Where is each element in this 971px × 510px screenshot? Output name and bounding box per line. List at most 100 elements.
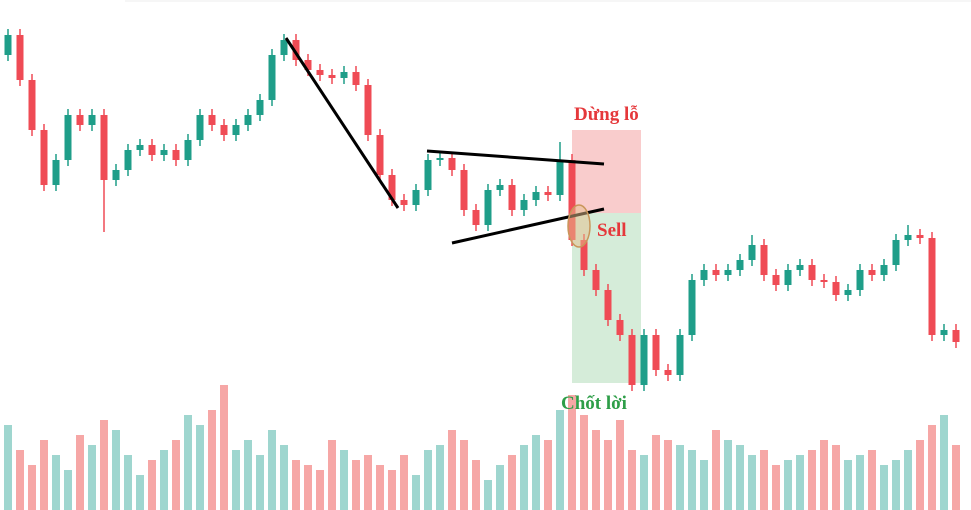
candle-body xyxy=(436,158,444,160)
candle-body xyxy=(832,282,840,295)
candle-body xyxy=(532,192,540,200)
candle-body xyxy=(28,80,36,130)
volume-bar xyxy=(28,465,36,510)
candle-body xyxy=(244,115,252,125)
candle-body xyxy=(376,135,384,175)
candle-body xyxy=(388,175,396,200)
candle-body xyxy=(868,270,876,275)
candle-body xyxy=(124,150,132,170)
candle-body xyxy=(880,265,888,275)
volume-bar xyxy=(868,450,876,510)
stop-loss-label: Dừng lỗ xyxy=(574,104,639,125)
candle-body xyxy=(64,115,72,160)
volume-bar xyxy=(640,455,648,510)
candle-body xyxy=(160,150,168,155)
candle-body xyxy=(100,115,108,180)
candle-body xyxy=(52,160,60,185)
volume-bar xyxy=(316,470,324,510)
candle-body xyxy=(412,190,420,205)
candle-body xyxy=(148,145,156,155)
volume-bar xyxy=(676,445,684,510)
candle-body xyxy=(568,160,576,240)
candle-body xyxy=(604,290,612,320)
candle-body xyxy=(280,40,288,55)
candle-body xyxy=(460,170,468,210)
volume-bar xyxy=(76,435,84,510)
candle-body xyxy=(676,335,684,375)
volume-bar xyxy=(160,450,168,510)
volume-bar xyxy=(532,435,540,510)
candle-body xyxy=(616,320,624,335)
candle-body xyxy=(820,280,828,282)
candle-body xyxy=(76,115,84,125)
volume-bar xyxy=(148,460,156,510)
candle-body xyxy=(592,270,600,290)
candle-body xyxy=(712,270,720,275)
candle-body xyxy=(856,270,864,290)
volume-bar xyxy=(64,470,72,510)
volume-bar xyxy=(664,440,672,510)
candle-body xyxy=(232,125,240,135)
volume-bar xyxy=(628,450,636,510)
volume-bar xyxy=(580,415,588,510)
volume-bar xyxy=(136,475,144,510)
candle-body xyxy=(544,192,552,195)
candle-body xyxy=(304,60,312,70)
volume-bar xyxy=(100,420,108,510)
candle-body xyxy=(736,260,744,270)
candle-body xyxy=(940,330,948,335)
volume-bar xyxy=(652,435,660,510)
candle-body xyxy=(904,235,912,240)
volume-bar xyxy=(940,415,948,510)
candle-body xyxy=(136,145,144,150)
volume-bar xyxy=(220,385,228,510)
volume-bar xyxy=(52,455,60,510)
candle-body xyxy=(328,75,336,78)
volume-bar xyxy=(40,440,48,510)
candle-body xyxy=(892,240,900,265)
candle-body xyxy=(700,270,708,280)
volume-bar xyxy=(760,450,768,510)
candle-body xyxy=(688,280,696,335)
candle-body xyxy=(364,85,372,135)
candle-body xyxy=(928,238,936,335)
volume-bar xyxy=(232,450,240,510)
volume-bar xyxy=(772,465,780,510)
candle-body xyxy=(292,40,300,60)
volume-bar xyxy=(712,430,720,510)
candle-body xyxy=(208,115,216,125)
candle-body xyxy=(580,240,588,270)
volume-bar xyxy=(208,410,216,510)
volume-bar xyxy=(700,460,708,510)
candle-body xyxy=(40,130,48,185)
candle-body xyxy=(724,270,732,275)
volume-bar xyxy=(508,455,516,510)
volume-bar xyxy=(844,460,852,510)
volume-bar xyxy=(832,445,840,510)
candle-body xyxy=(760,245,768,275)
candle-body xyxy=(184,140,192,160)
volume-bar xyxy=(736,445,744,510)
volume-bar xyxy=(256,455,264,510)
candle-body xyxy=(16,35,24,80)
volume-bar xyxy=(892,460,900,510)
candle-body xyxy=(316,70,324,75)
candle-body xyxy=(352,72,360,85)
volume-bar xyxy=(616,420,624,510)
volume-bar xyxy=(784,460,792,510)
candle-body xyxy=(808,265,816,280)
volume-bar xyxy=(112,430,120,510)
triangle-upper xyxy=(426,149,605,166)
candle-body xyxy=(652,335,660,370)
volume-bar xyxy=(688,450,696,510)
volume-bar xyxy=(4,425,12,510)
sell-marker xyxy=(567,204,591,248)
volume-bar xyxy=(388,470,396,510)
volume-bar xyxy=(304,465,312,510)
candle-body xyxy=(472,210,480,225)
volume-bar xyxy=(604,440,612,510)
candle-body xyxy=(400,200,408,205)
volume-bar xyxy=(820,440,828,510)
volume-bar xyxy=(916,440,924,510)
